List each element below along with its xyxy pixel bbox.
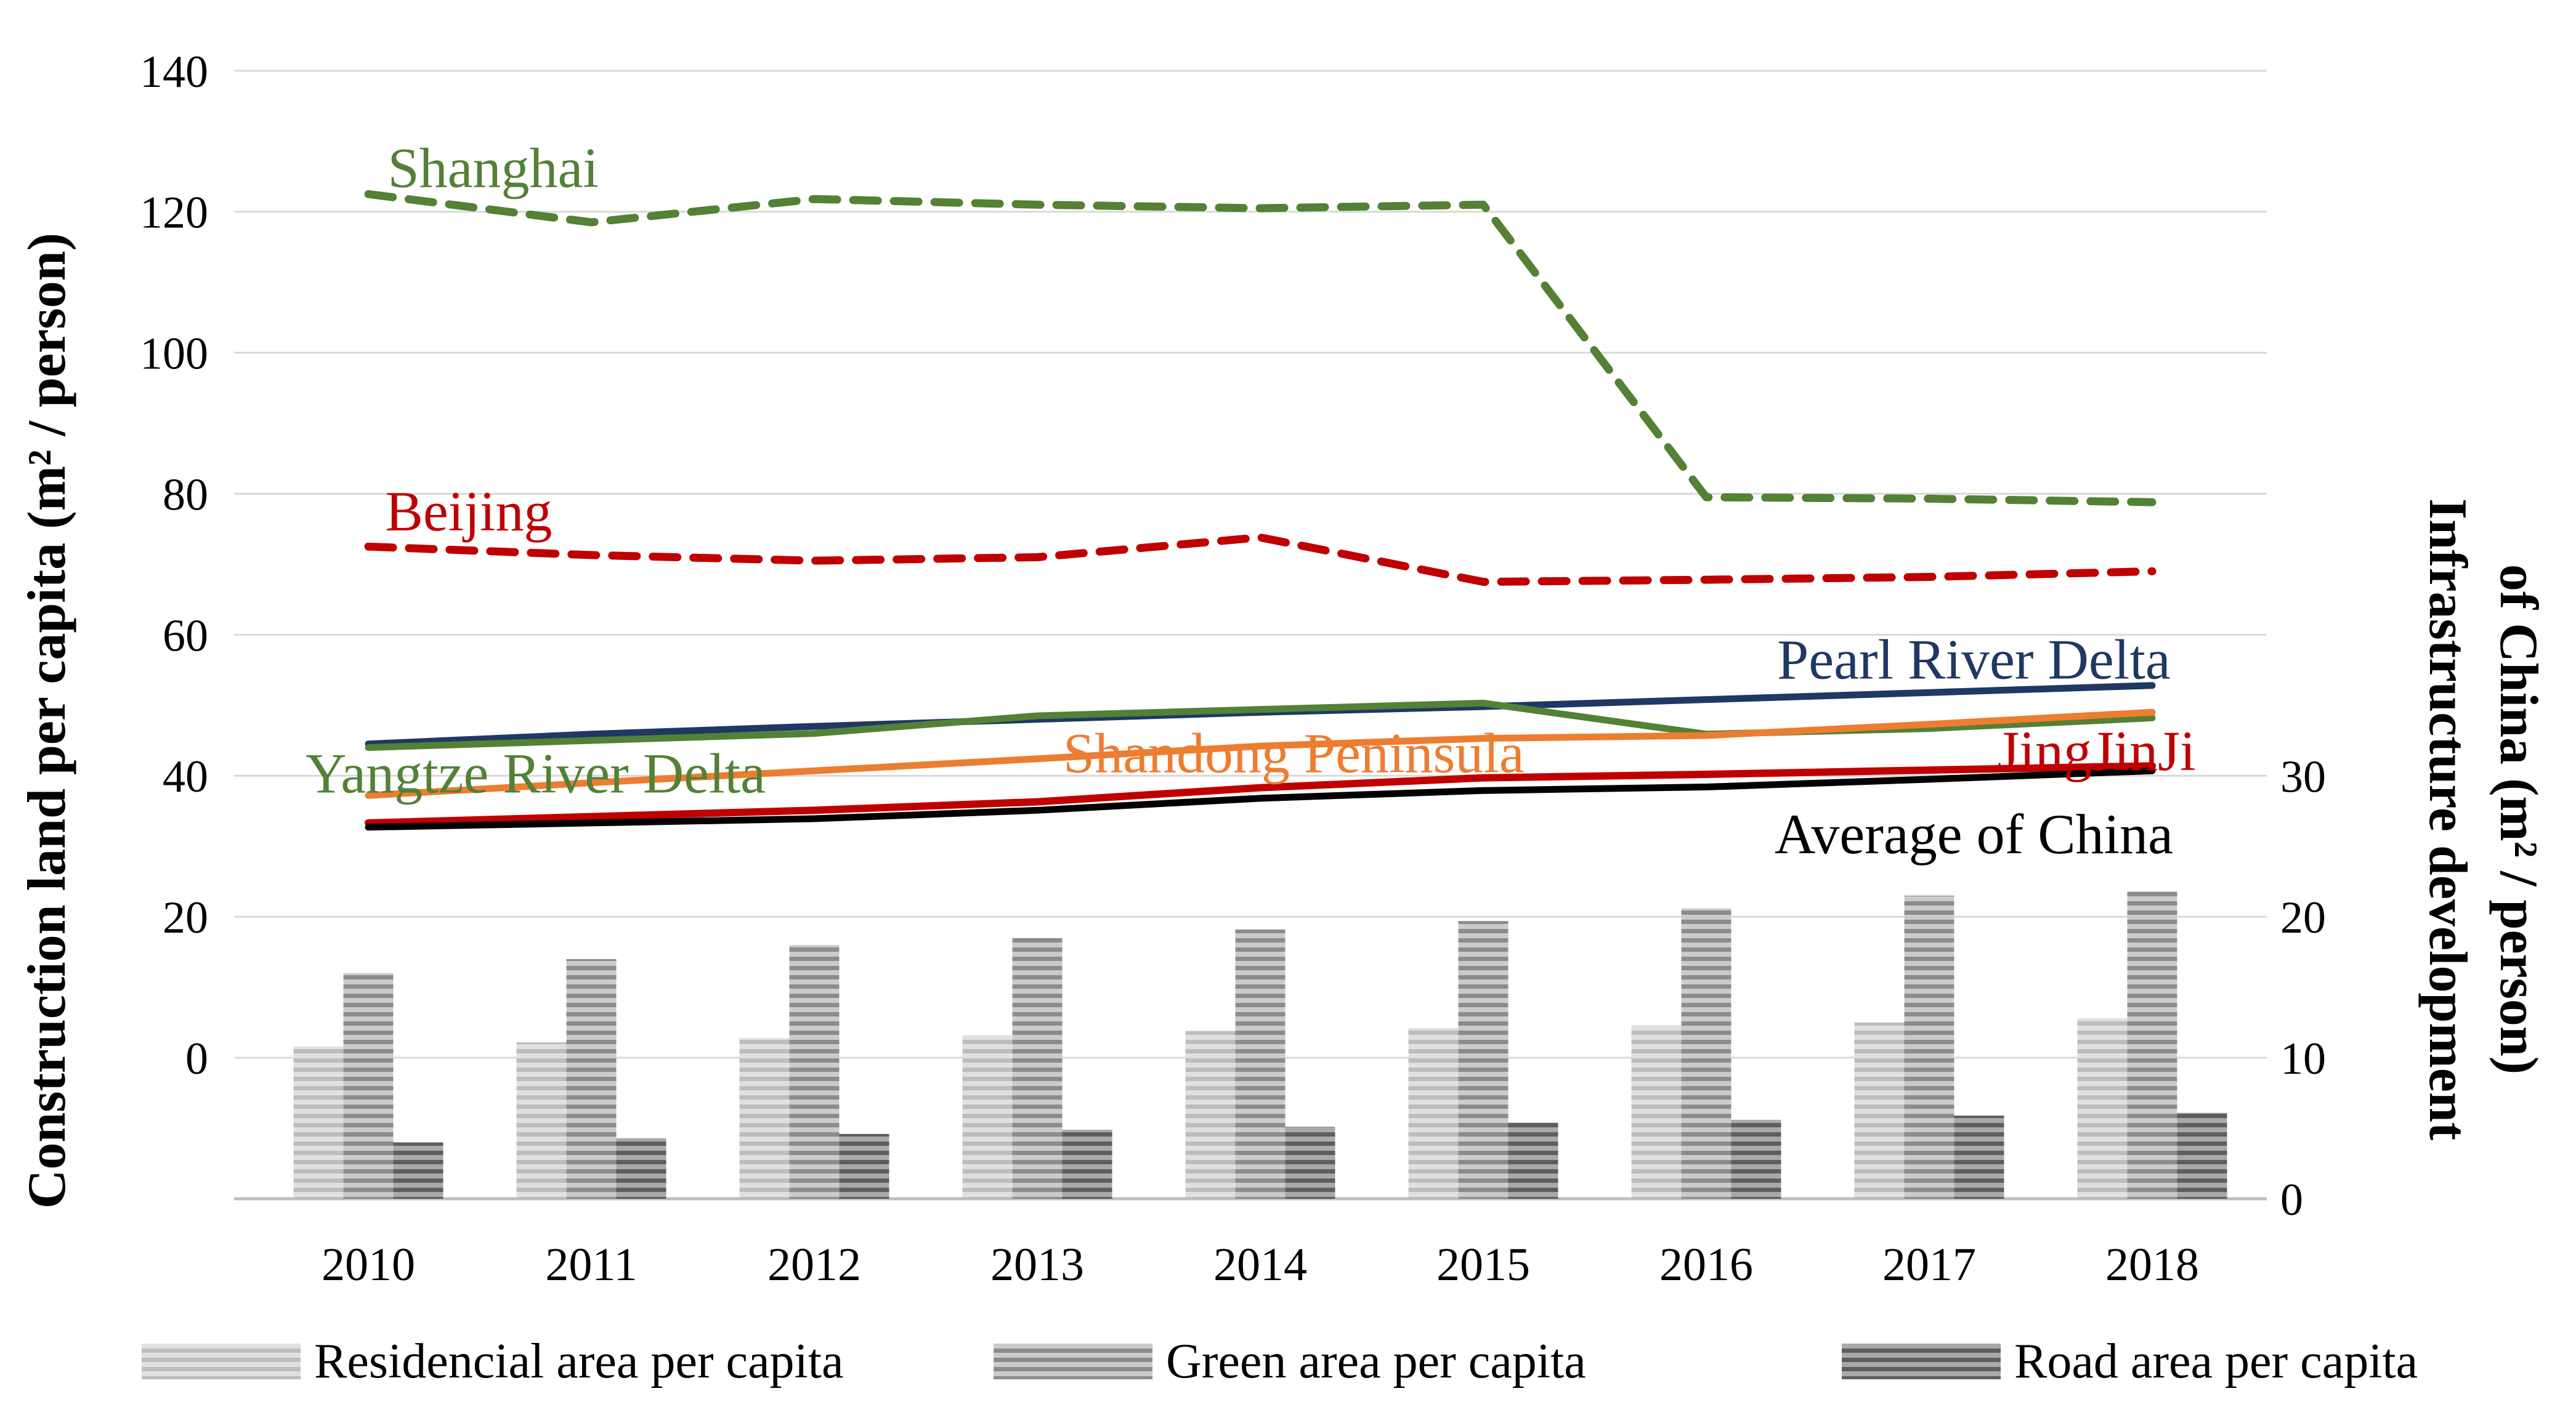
left-axis-tick-label: 0 — [185, 1034, 208, 1084]
legend-item-green-area: Green area per capita — [994, 1324, 1586, 1398]
bar-green-2018 — [2127, 891, 2177, 1199]
bar-residencial-2013 — [962, 1035, 1013, 1199]
bar-green-2014 — [1235, 929, 1286, 1199]
bar-road-2013 — [1062, 1129, 1112, 1199]
bar-road-2010 — [393, 1142, 444, 1199]
legend-item-residencial: Residencial area per capita — [142, 1324, 844, 1398]
bar-green-2017 — [1904, 895, 1954, 1199]
bar-green-2012 — [789, 945, 840, 1199]
year-label-2014: 2014 — [1213, 1239, 1307, 1291]
year-label-2015: 2015 — [1436, 1239, 1530, 1291]
left-axis-tick-label: 80 — [163, 469, 208, 520]
bar-residencial-2011 — [516, 1042, 567, 1199]
bar-residencial-2017 — [1854, 1022, 1905, 1199]
year-label-2017: 2017 — [1882, 1239, 1976, 1291]
year-label-2016: 2016 — [1659, 1239, 1753, 1291]
bar-residencial-2015 — [1408, 1028, 1459, 1199]
annotation-yangtze-river-delta: Yangtze River Delta — [306, 742, 766, 805]
legend: Residencial area per capita Green area p… — [0, 1324, 2576, 1407]
bar-residencial-2018 — [2077, 1018, 2128, 1199]
bar-road-2018 — [2177, 1113, 2227, 1199]
green-area-swatch-icon — [994, 1344, 1152, 1379]
year-label-2012: 2012 — [768, 1239, 861, 1291]
bar-road-2016 — [1731, 1119, 1781, 1199]
left-axis-tick-label: 140 — [140, 47, 208, 97]
bar-green-2015 — [1458, 921, 1509, 1199]
road-area-swatch-icon — [1842, 1344, 2001, 1379]
line-jingjinji — [365, 762, 2156, 827]
right-axis-title-line1: Infrastructure development — [2418, 498, 2477, 1140]
bar-green-2013 — [1012, 938, 1063, 1199]
left-axis-title: Construction land per capita (m² / perso… — [17, 233, 77, 1209]
year-label-2010: 2010 — [322, 1239, 415, 1291]
line-beijing — [364, 533, 2157, 586]
legend-label: Residencial area per capita — [314, 1334, 844, 1389]
annotation-jingjinji: JingJinJi — [1997, 720, 2195, 782]
bar-road-2015 — [1508, 1122, 1558, 1199]
year-label-2013: 2013 — [990, 1239, 1084, 1291]
bar-road-2012 — [839, 1133, 889, 1199]
legend-item-road-area: Road area per capita — [1842, 1324, 2418, 1398]
residencial-swatch-icon — [142, 1344, 301, 1379]
annotation-pearl-river-delta: Pearl River Delta — [1777, 628, 2171, 691]
left-axis-tick-label: 100 — [140, 329, 208, 379]
legend-label: Green area per capita — [1166, 1334, 1586, 1389]
annotation-shanghai: Shanghai — [388, 137, 599, 200]
line-shanghai — [364, 190, 2157, 506]
left-axis-tick-label: 20 — [163, 893, 208, 943]
right-axis-tick-label: 10 — [2280, 1034, 2326, 1084]
bar-road-2017 — [1954, 1115, 2004, 1199]
bar-green-2011 — [566, 959, 617, 1199]
bar-road-2011 — [616, 1138, 666, 1199]
year-label-2011: 2011 — [545, 1239, 637, 1291]
annotation-shandong-peninsula: Shandong Peninsula — [1063, 721, 1525, 784]
bar-residencial-2012 — [739, 1038, 790, 1199]
left-axis-tick-label: 120 — [140, 188, 208, 238]
bar-residencial-2016 — [1631, 1025, 1682, 1199]
legend-label: Road area per capita — [2014, 1334, 2418, 1389]
year-label-2018: 2018 — [2105, 1239, 2199, 1291]
bar-green-2010 — [343, 973, 394, 1199]
bar-green-2016 — [1681, 908, 1732, 1199]
left-axis-tick-label: 40 — [163, 752, 208, 802]
left-axis-tick-label: 60 — [163, 610, 208, 661]
bar-road-2014 — [1285, 1127, 1335, 1199]
right-axis-tick-label: 20 — [2280, 893, 2326, 943]
bar-residencial-2014 — [1185, 1031, 1236, 1199]
annotation-beijing: Beijing — [385, 480, 552, 543]
bar-residencial-2010 — [293, 1046, 344, 1199]
line-average-of-china — [365, 767, 2156, 831]
line-shandong-peninsula — [365, 708, 2156, 799]
right-axis-tick-label: 0 — [2280, 1175, 2303, 1225]
annotation-average-of-china: Average of China — [1775, 803, 2173, 866]
right-axis-tick-label: 30 — [2280, 752, 2326, 802]
right-axis-title-line2: of China (m² / person) — [2489, 564, 2548, 1074]
